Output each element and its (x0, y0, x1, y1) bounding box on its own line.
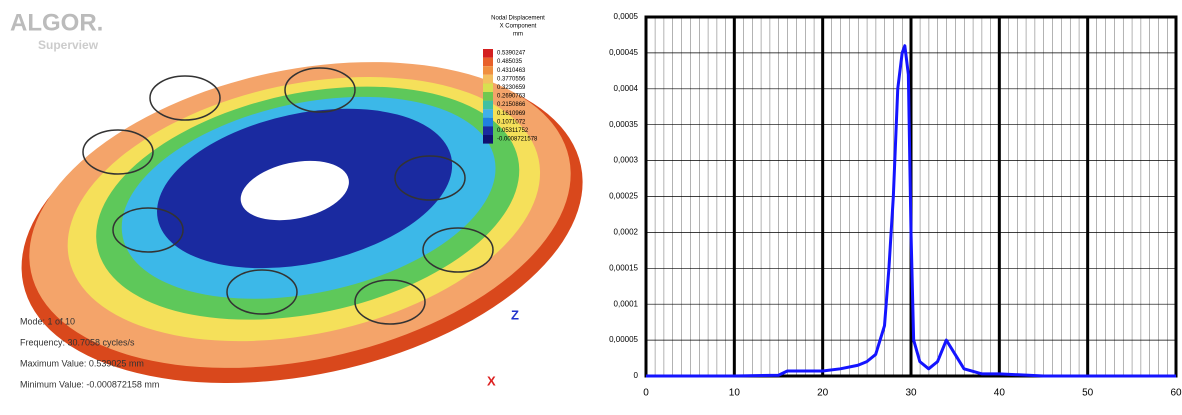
y-tick-label: 0,00015 (609, 263, 638, 272)
legend-swatch (483, 83, 493, 92)
y-tick-label: 0,00025 (609, 192, 638, 201)
y-tick-label: 0,0004 (614, 84, 639, 93)
x-tick-label: 60 (1170, 388, 1182, 399)
legend-value: 0.485035 (497, 59, 523, 65)
legend-value: 0.3770556 (497, 76, 526, 82)
legend-swatch (483, 92, 493, 101)
x-tick-label: 0 (643, 388, 649, 399)
legend-title: X Component (500, 24, 537, 30)
y-tick-label: 0 (634, 371, 639, 380)
legend-swatch (483, 101, 493, 110)
x-tick-label: 20 (817, 388, 829, 399)
legend-value: 0.2150866 (497, 102, 526, 108)
x-tick-label: 30 (905, 388, 917, 399)
y-tick-label: 0,00005 (609, 335, 638, 344)
triad-label: X (487, 373, 496, 388)
legend-swatch (483, 135, 493, 144)
legend-value: 0.4310463 (497, 68, 526, 74)
x-tick-label: 50 (1082, 388, 1094, 399)
legend-swatch (483, 49, 493, 58)
info-line: Maximum Value: 0.539025 mm (20, 358, 144, 368)
y-tick-label: 0,00035 (609, 120, 638, 129)
legend-title: mm (513, 32, 523, 38)
logo-sub: Superview (38, 38, 99, 52)
y-tick-label: 0,0003 (614, 156, 639, 165)
legend-value: 0.5390247 (497, 51, 526, 57)
legend-value: 0.1071072 (497, 119, 526, 125)
triad-label: Z (511, 307, 519, 322)
legend-swatch (483, 66, 493, 75)
legend-value: 0.1610969 (497, 111, 526, 117)
page: ALGOR. Superview Nodal Displacement X Com… (0, 0, 1182, 410)
y-tick-label: 0,00045 (609, 48, 638, 57)
y-tick-label: 0,0001 (614, 299, 639, 308)
info-line: Minimum Value: -0.000872158 mm (20, 379, 159, 389)
info-line: Frequency: 30.7058 cycles/s (20, 337, 135, 347)
x-tick-label: 40 (994, 388, 1006, 399)
y-tick-label: 0,0005 (614, 12, 639, 21)
legend-swatch (483, 118, 493, 127)
info-line: Mode: 1 of 10 (20, 316, 75, 326)
logo: ALGOR. (10, 9, 103, 36)
y-tick-label: 0,0002 (614, 228, 639, 237)
figure: ALGOR. Superview Nodal Displacement X Com… (0, 0, 1182, 410)
legend-value: 0.3230659 (497, 85, 526, 91)
legend-swatch (483, 126, 493, 135)
legend-swatch (483, 109, 493, 118)
legend-value: 0.2690763 (497, 94, 526, 100)
legend-swatch (483, 75, 493, 84)
legend-swatch (483, 58, 493, 67)
legend-value: -0.0008721578 (497, 137, 538, 143)
x-tick-label: 10 (729, 388, 741, 399)
legend-value: 0.05311752 (497, 128, 529, 134)
legend-title: Nodal Displacement (491, 16, 545, 22)
